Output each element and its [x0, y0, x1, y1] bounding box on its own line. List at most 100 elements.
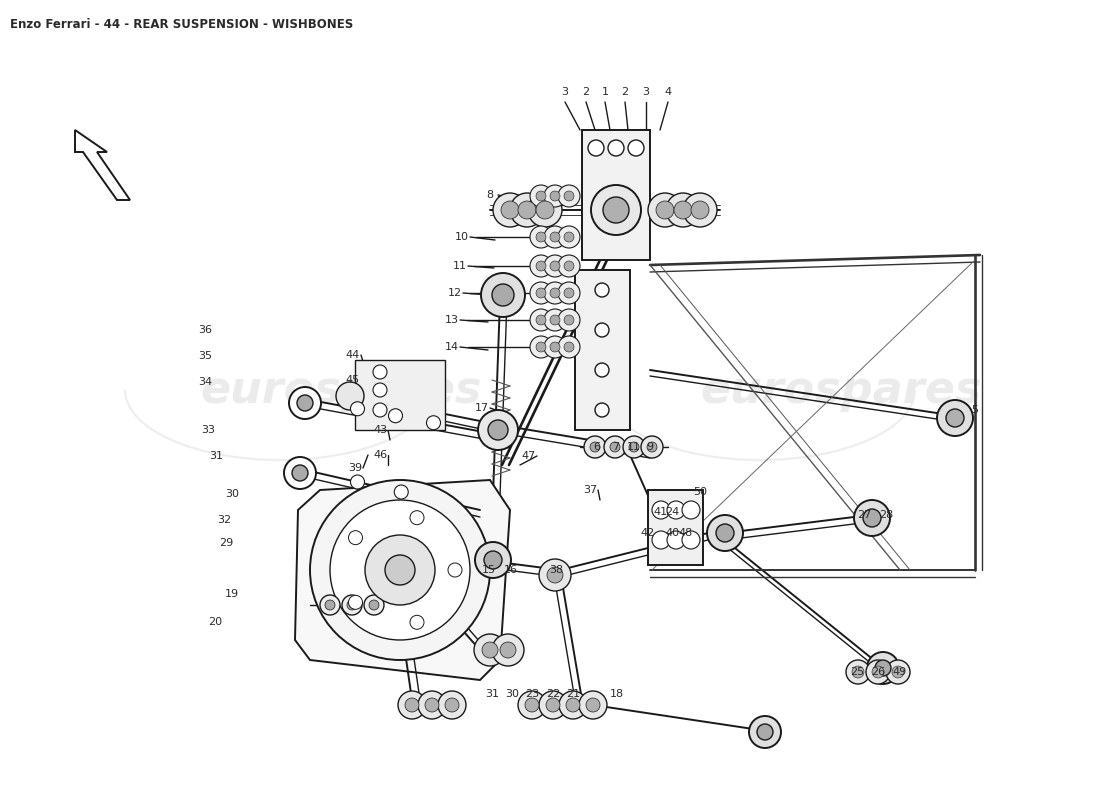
- Circle shape: [518, 691, 546, 719]
- Text: 20: 20: [208, 617, 222, 627]
- Text: 26: 26: [871, 667, 886, 677]
- Circle shape: [518, 201, 536, 219]
- Text: 31: 31: [485, 689, 499, 699]
- Text: 41: 41: [653, 507, 667, 517]
- Circle shape: [564, 191, 574, 201]
- Text: 17: 17: [475, 403, 490, 413]
- Text: 13: 13: [446, 315, 459, 325]
- Text: Enzo Ferrari - 44 - REAR SUSPENSION - WISHBONES: Enzo Ferrari - 44 - REAR SUSPENSION - WI…: [10, 18, 353, 31]
- Text: 5: 5: [971, 405, 979, 415]
- Circle shape: [530, 282, 552, 304]
- Circle shape: [530, 336, 552, 358]
- Text: 37: 37: [583, 485, 597, 495]
- Text: 48: 48: [679, 528, 693, 538]
- Circle shape: [482, 642, 498, 658]
- Circle shape: [536, 191, 546, 201]
- Text: 29: 29: [219, 538, 233, 548]
- Circle shape: [284, 457, 316, 489]
- Circle shape: [310, 480, 490, 660]
- Text: 9: 9: [647, 442, 653, 452]
- Circle shape: [510, 193, 544, 227]
- Circle shape: [588, 140, 604, 156]
- Circle shape: [852, 666, 864, 678]
- Circle shape: [539, 559, 571, 591]
- Text: 4: 4: [664, 87, 672, 97]
- Circle shape: [566, 698, 580, 712]
- Text: 31: 31: [209, 451, 223, 461]
- Text: 15: 15: [482, 565, 496, 575]
- Text: 2: 2: [621, 87, 628, 97]
- Circle shape: [558, 226, 580, 248]
- Circle shape: [584, 436, 606, 458]
- Circle shape: [564, 261, 574, 271]
- Text: 22: 22: [546, 689, 560, 699]
- Circle shape: [691, 201, 710, 219]
- Text: 2: 2: [582, 87, 590, 97]
- Circle shape: [629, 442, 639, 452]
- Text: 47: 47: [521, 451, 536, 461]
- Bar: [648, 490, 703, 565]
- Bar: [355, 360, 446, 430]
- Circle shape: [438, 691, 466, 719]
- Circle shape: [874, 660, 891, 676]
- Bar: [575, 270, 630, 430]
- Circle shape: [666, 193, 700, 227]
- Circle shape: [351, 475, 364, 489]
- Circle shape: [427, 416, 440, 430]
- Circle shape: [373, 365, 387, 379]
- Circle shape: [410, 510, 424, 525]
- Circle shape: [564, 232, 574, 242]
- Text: 12: 12: [448, 288, 462, 298]
- Circle shape: [488, 420, 508, 440]
- Circle shape: [854, 500, 890, 536]
- Polygon shape: [295, 480, 510, 680]
- Circle shape: [683, 193, 717, 227]
- Circle shape: [346, 600, 358, 610]
- Circle shape: [558, 336, 580, 358]
- Circle shape: [590, 442, 600, 452]
- Text: 1: 1: [602, 87, 608, 97]
- Circle shape: [530, 185, 552, 207]
- Text: 33: 33: [201, 425, 214, 435]
- Circle shape: [336, 382, 364, 410]
- Circle shape: [478, 410, 518, 450]
- Text: 45: 45: [345, 375, 360, 385]
- Circle shape: [418, 691, 446, 719]
- Circle shape: [525, 698, 539, 712]
- Text: 35: 35: [198, 351, 212, 361]
- Text: 38: 38: [549, 565, 563, 575]
- Circle shape: [550, 288, 560, 298]
- Text: 19: 19: [224, 589, 239, 599]
- Text: eurospares: eurospares: [700, 369, 981, 411]
- Circle shape: [558, 255, 580, 277]
- Circle shape: [550, 261, 560, 271]
- Circle shape: [564, 342, 574, 352]
- Circle shape: [398, 691, 426, 719]
- Circle shape: [500, 642, 516, 658]
- Text: 36: 36: [198, 325, 212, 335]
- Circle shape: [530, 255, 552, 277]
- Circle shape: [446, 698, 459, 712]
- Circle shape: [320, 595, 340, 615]
- Circle shape: [558, 185, 580, 207]
- Circle shape: [647, 442, 657, 452]
- Circle shape: [546, 698, 560, 712]
- Circle shape: [564, 315, 574, 325]
- Circle shape: [528, 193, 562, 227]
- Circle shape: [623, 436, 645, 458]
- Circle shape: [536, 315, 546, 325]
- Circle shape: [425, 698, 439, 712]
- Circle shape: [410, 615, 424, 630]
- Circle shape: [536, 261, 546, 271]
- Circle shape: [544, 255, 566, 277]
- Text: 39: 39: [348, 463, 362, 473]
- Circle shape: [558, 309, 580, 331]
- Circle shape: [550, 232, 560, 242]
- Circle shape: [652, 531, 670, 549]
- Text: 7: 7: [613, 442, 619, 452]
- Circle shape: [682, 501, 700, 519]
- Circle shape: [886, 660, 910, 684]
- Circle shape: [349, 595, 363, 610]
- Circle shape: [289, 387, 321, 419]
- Circle shape: [866, 660, 890, 684]
